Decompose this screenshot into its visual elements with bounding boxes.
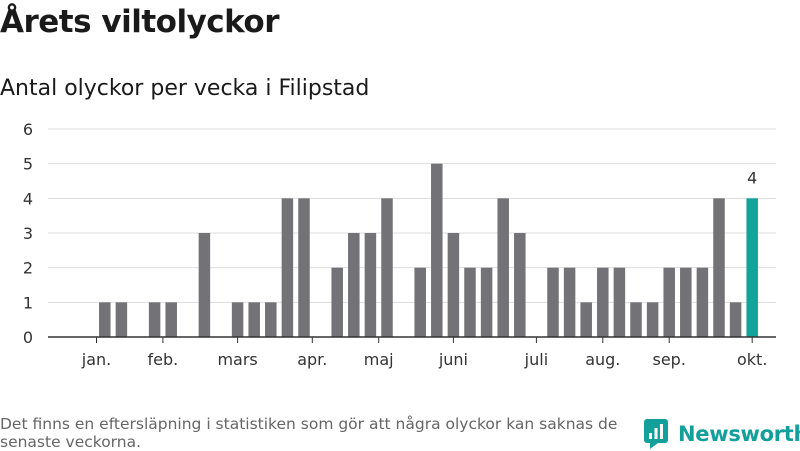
bar: [663, 267, 675, 337]
bar: [281, 198, 294, 337]
footnote: Det finns en eftersläpning i statistiken…: [0, 415, 618, 451]
bar: [464, 267, 476, 337]
y-tick-label: 5: [23, 155, 33, 174]
bar-highlight: [746, 198, 758, 337]
newsworthy-logo: Newsworthy: [644, 419, 800, 449]
bar: [729, 302, 742, 337]
bar: [547, 267, 559, 337]
x-tick-label: maj: [364, 350, 394, 369]
bar: [480, 267, 493, 337]
bar: [696, 267, 709, 337]
bar: [198, 233, 211, 337]
y-tick-label: 0: [23, 328, 33, 347]
x-axis-ticks: jan. feb. mars apr. maj juni juli aug. sep. okt.: [81, 337, 767, 369]
x-tick-label: sep.: [652, 350, 685, 369]
newsworthy-logo-text: Newsworthy: [678, 422, 800, 446]
y-tick-label: 3: [23, 224, 33, 243]
bar: [265, 302, 277, 337]
x-tick-label: mars: [217, 350, 257, 369]
x-tick-label: apr.: [297, 350, 327, 369]
bar: [414, 267, 426, 337]
chart-subtitle: Antal olyckor per vecka i Filipstad: [0, 76, 370, 101]
bar: [248, 302, 260, 337]
bar: [148, 302, 161, 337]
bar-data-label: 4: [747, 168, 757, 187]
y-tick-label: 2: [23, 259, 33, 278]
chart-title: Årets viltolyckor: [0, 4, 280, 40]
bar: [630, 302, 642, 337]
bar-chart: 0 1 2 3 4 5 6 4 jan. feb. mars apr. maj juni juli aug…: [23, 120, 776, 369]
y-tick-label: 6: [23, 120, 33, 139]
x-tick-label: jan.: [81, 350, 111, 369]
bar: [364, 233, 377, 337]
bar: [431, 163, 443, 337]
bar: [231, 302, 244, 337]
bar: [597, 267, 609, 337]
x-tick-label: juni: [438, 350, 468, 369]
y-tick-label: 1: [23, 293, 33, 312]
bar: [447, 233, 460, 337]
bar: [115, 302, 128, 337]
bar: [563, 267, 576, 337]
x-tick-label: okt.: [737, 350, 767, 369]
bar: [646, 302, 659, 337]
bar: [613, 267, 626, 337]
bar: [99, 302, 111, 337]
bar: [514, 233, 526, 337]
y-axis-ticks: 0 1 2 3 4 5 6: [23, 120, 33, 347]
bar: [713, 198, 725, 337]
bars: 4: [99, 163, 758, 337]
bar: [331, 267, 343, 337]
bar: [348, 233, 360, 337]
x-tick-label: juli: [524, 350, 548, 369]
bar: [680, 267, 692, 337]
bar: [165, 302, 177, 337]
bar: [381, 198, 393, 337]
bar: [580, 302, 592, 337]
y-tick-label: 4: [23, 189, 33, 208]
newsworthy-logo-icon: [644, 419, 668, 449]
x-tick-label: aug.: [585, 350, 620, 369]
bar: [298, 198, 310, 337]
bar: [497, 198, 509, 337]
x-tick-label: feb.: [148, 350, 179, 369]
